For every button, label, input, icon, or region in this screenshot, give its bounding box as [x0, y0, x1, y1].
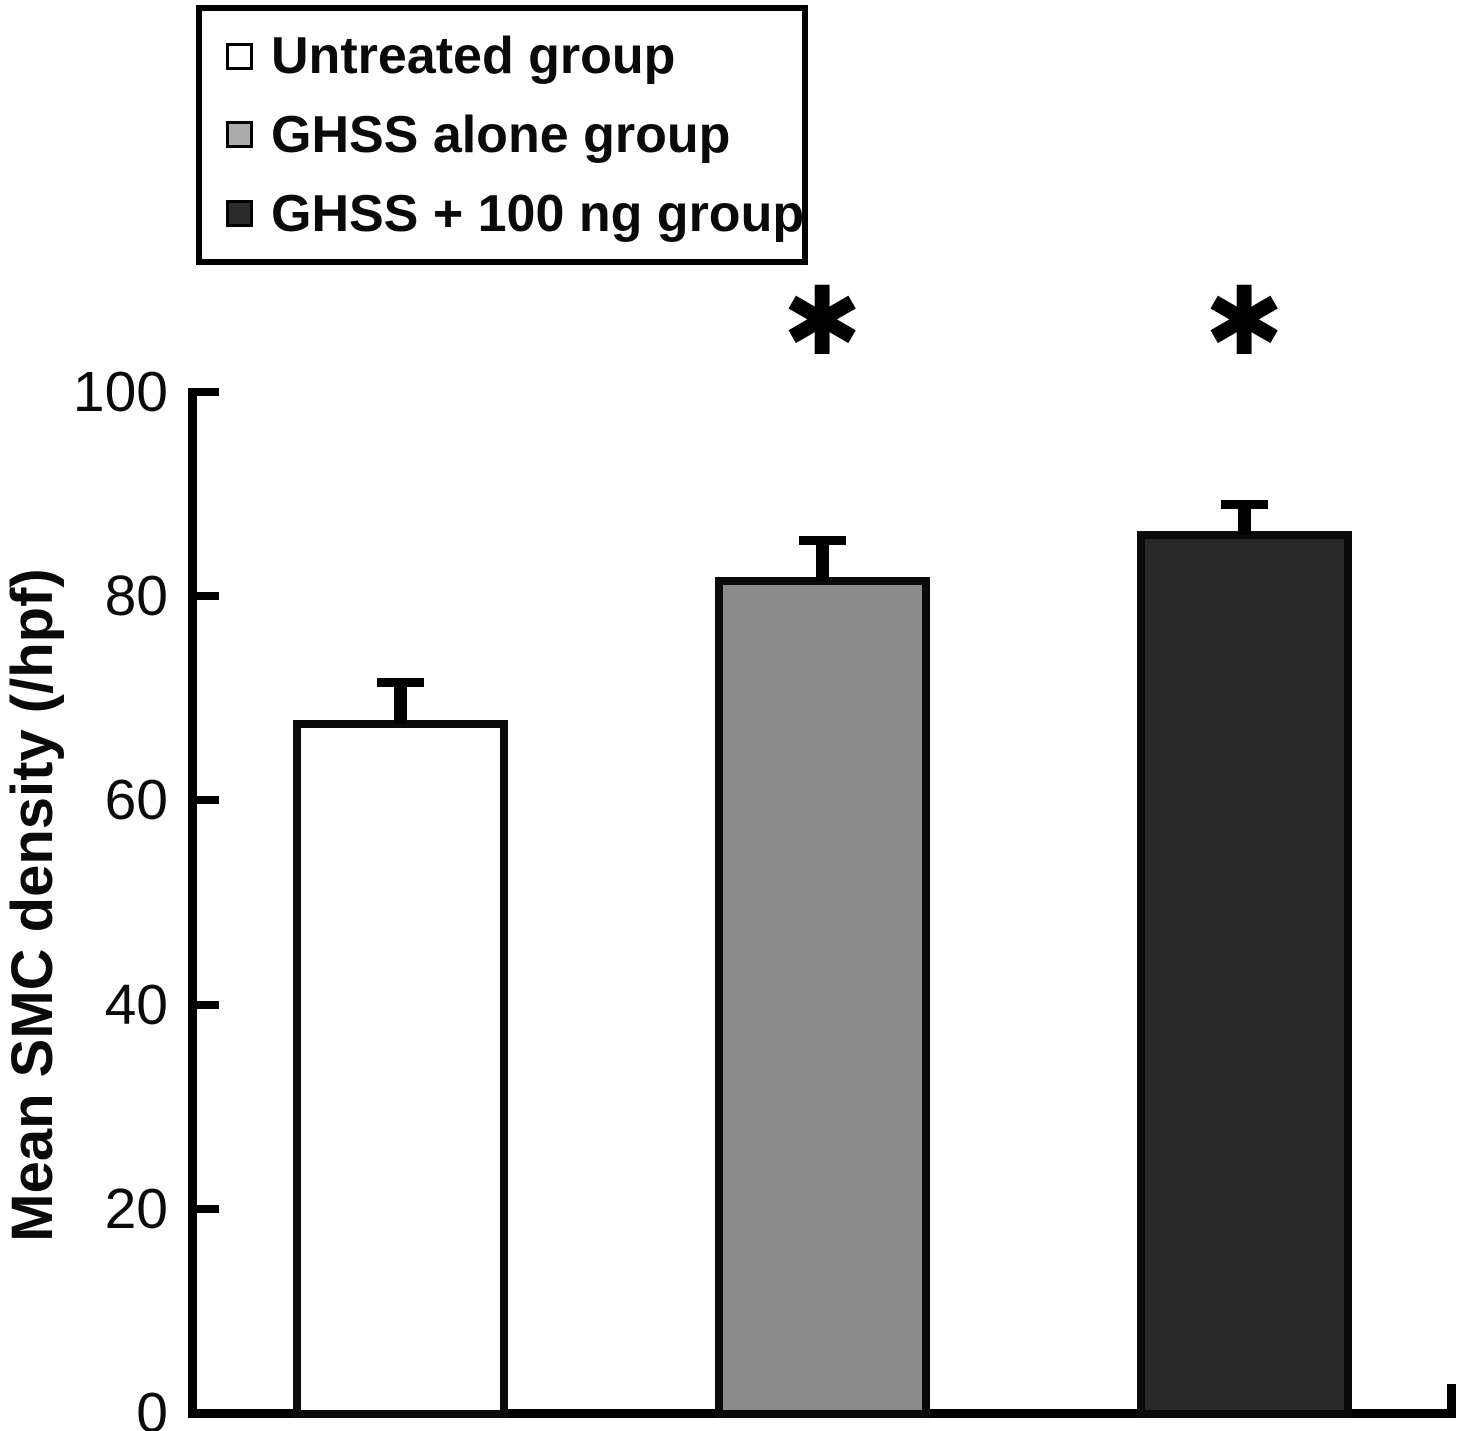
y-tick: [197, 592, 219, 601]
legend-swatch-black: [226, 200, 253, 228]
bar-1: [292, 719, 508, 1418]
legend-swatch-gray: [226, 121, 253, 149]
bar-2: [714, 576, 930, 1418]
significance-asterisk: ✱: [782, 267, 862, 377]
y-tick-label: 40: [104, 972, 168, 1037]
y-tick-label: 60: [104, 768, 168, 833]
legend-item-ghss-alone: GHSS alone group: [226, 109, 802, 161]
legend-swatch-white: [226, 42, 253, 70]
legend-label: Untreated group: [271, 27, 676, 86]
bar-3: [1136, 530, 1352, 1418]
y-tick-label: 80: [104, 564, 168, 629]
x-axis-end-tick: [1447, 1384, 1456, 1410]
error-bar-stem: [393, 682, 407, 724]
legend-label: GHSS + 100 ng group: [271, 184, 805, 243]
y-tick: [197, 796, 219, 805]
error-bar-stem: [815, 540, 829, 581]
error-bar-cap: [798, 535, 846, 545]
legend-item-ghss-100ng: GHSS + 100 ng group: [226, 184, 805, 243]
error-bar-cap: [376, 678, 424, 688]
legend-item-untreated: Untreated group: [226, 30, 802, 82]
y-tick-label: 0: [136, 1381, 168, 1431]
error-bar-cap: [1220, 499, 1268, 509]
legend-box: Untreated group GHSS alone group GHSS + …: [196, 5, 808, 265]
legend-label: GHSS alone group: [271, 105, 731, 164]
y-tick: [197, 1204, 219, 1213]
y-tick-label: 20: [104, 1176, 168, 1241]
y-tick-label: 100: [72, 360, 168, 424]
y-tick: [197, 1000, 219, 1009]
significance-asterisk: ✱: [1204, 267, 1284, 377]
y-axis-line: [188, 388, 197, 1418]
y-tick: [197, 388, 219, 396]
error-bar-stem: [1237, 504, 1251, 535]
y-axis-title: Mean SMC density (/hpf): [0, 568, 65, 1242]
